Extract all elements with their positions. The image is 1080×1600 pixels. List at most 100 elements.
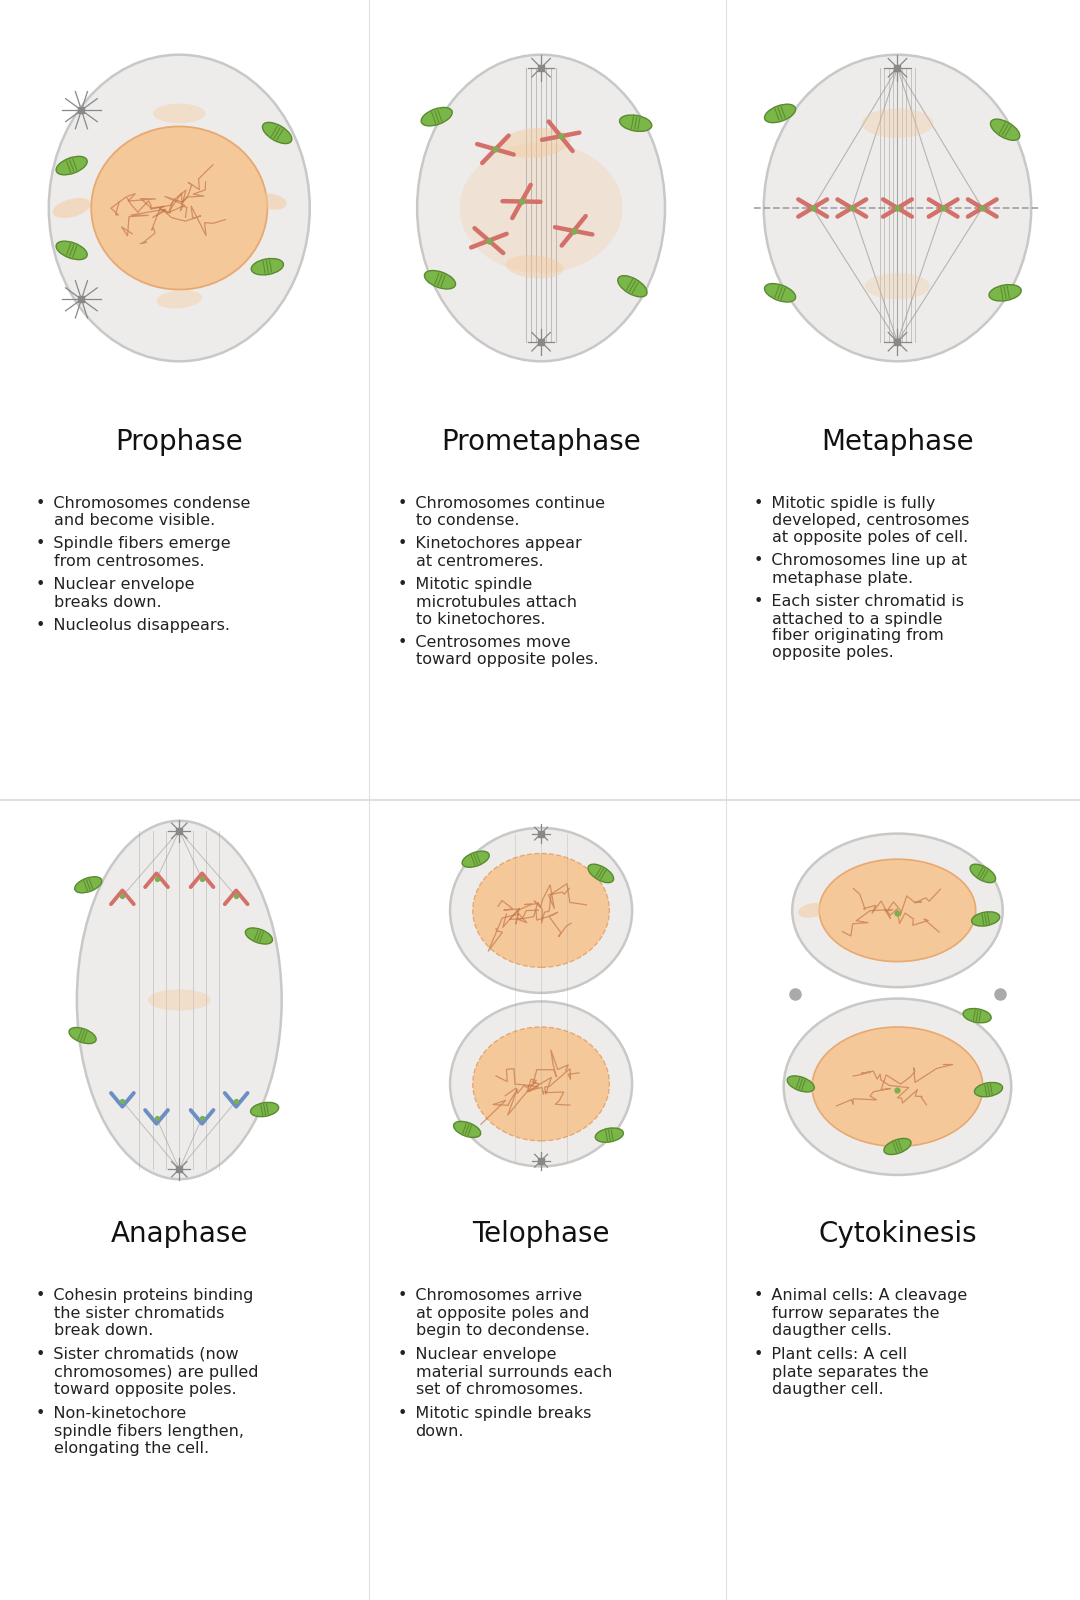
- Ellipse shape: [69, 1027, 96, 1043]
- Text: • Mitotic spindle breaks: • Mitotic spindle breaks: [397, 1406, 591, 1421]
- Text: • Sister chromatids (now: • Sister chromatids (now: [36, 1347, 239, 1362]
- Ellipse shape: [990, 118, 1020, 141]
- Text: at opposite poles of cell.: at opposite poles of cell.: [772, 530, 968, 546]
- Ellipse shape: [454, 1122, 481, 1138]
- Ellipse shape: [75, 877, 102, 893]
- Text: Metaphase: Metaphase: [821, 427, 974, 456]
- Text: • Spindle fibers emerge: • Spindle fibers emerge: [36, 536, 230, 552]
- Text: • Centrosomes move: • Centrosomes move: [397, 635, 570, 650]
- Ellipse shape: [424, 270, 456, 290]
- Ellipse shape: [989, 285, 1022, 301]
- Ellipse shape: [787, 1075, 814, 1091]
- Ellipse shape: [473, 1027, 609, 1141]
- Text: • Nuclear envelope: • Nuclear envelope: [397, 1347, 556, 1362]
- Text: Anaphase: Anaphase: [110, 1219, 248, 1248]
- Ellipse shape: [153, 104, 205, 123]
- Text: toward opposite poles.: toward opposite poles.: [54, 1382, 237, 1397]
- Text: attached to a spindle: attached to a spindle: [772, 611, 943, 627]
- Text: • Mitotic spidle is fully: • Mitotic spidle is fully: [754, 496, 935, 510]
- Ellipse shape: [450, 1002, 632, 1166]
- Ellipse shape: [462, 851, 489, 867]
- Text: • Mitotic spindle: • Mitotic spindle: [397, 578, 531, 592]
- Ellipse shape: [417, 54, 665, 362]
- Text: metaphase plate.: metaphase plate.: [772, 571, 913, 586]
- Ellipse shape: [798, 902, 826, 918]
- Ellipse shape: [963, 1008, 991, 1022]
- Text: • Chromosomes arrive: • Chromosomes arrive: [397, 1288, 582, 1302]
- Text: chromosomes) are pulled: chromosomes) are pulled: [54, 1365, 258, 1381]
- Text: the sister chromatids: the sister chromatids: [54, 1306, 224, 1322]
- Text: spindle fibers lengthen,: spindle fibers lengthen,: [54, 1424, 244, 1438]
- Ellipse shape: [148, 989, 211, 1011]
- Ellipse shape: [865, 274, 930, 299]
- Ellipse shape: [765, 283, 796, 302]
- Ellipse shape: [883, 1139, 912, 1155]
- Ellipse shape: [499, 128, 570, 158]
- Text: • Chromosomes condense: • Chromosomes condense: [36, 496, 251, 510]
- Text: to kinetochores.: to kinetochores.: [416, 611, 545, 627]
- Ellipse shape: [460, 142, 622, 274]
- Ellipse shape: [53, 198, 91, 218]
- Text: at centromeres.: at centromeres.: [416, 554, 543, 570]
- Text: microtubules attach: microtubules attach: [416, 595, 577, 610]
- Text: break down.: break down.: [54, 1323, 153, 1338]
- Ellipse shape: [970, 864, 996, 883]
- Ellipse shape: [595, 1128, 623, 1142]
- Ellipse shape: [862, 109, 933, 138]
- Text: • Nuclear envelope: • Nuclear envelope: [36, 578, 194, 592]
- Text: daugther cell.: daugther cell.: [772, 1382, 883, 1397]
- Ellipse shape: [157, 290, 202, 309]
- Ellipse shape: [262, 122, 292, 144]
- Ellipse shape: [764, 54, 1031, 362]
- Ellipse shape: [972, 912, 1000, 926]
- Text: to condense.: to condense.: [416, 514, 519, 528]
- Text: • Chromosomes continue: • Chromosomes continue: [397, 496, 605, 510]
- Text: • Nucleolus disappears.: • Nucleolus disappears.: [36, 618, 230, 634]
- Ellipse shape: [473, 853, 609, 968]
- Ellipse shape: [793, 834, 1002, 987]
- Ellipse shape: [245, 928, 272, 944]
- Text: • Plant cells: A cell: • Plant cells: A cell: [754, 1347, 907, 1362]
- Ellipse shape: [765, 104, 796, 123]
- Text: Prophase: Prophase: [116, 427, 243, 456]
- Ellipse shape: [588, 864, 613, 883]
- Ellipse shape: [784, 998, 1011, 1174]
- Text: Cytokinesis: Cytokinesis: [819, 1219, 976, 1248]
- Text: and become visible.: and become visible.: [54, 514, 215, 528]
- Text: Telophase: Telophase: [472, 1219, 610, 1248]
- Text: toward opposite poles.: toward opposite poles.: [416, 653, 598, 667]
- Ellipse shape: [56, 242, 87, 259]
- Ellipse shape: [91, 126, 268, 290]
- Text: fiber originating from: fiber originating from: [772, 629, 944, 643]
- Ellipse shape: [252, 259, 283, 275]
- Text: plate separates the: plate separates the: [772, 1365, 929, 1381]
- Ellipse shape: [974, 1083, 1002, 1096]
- Ellipse shape: [255, 194, 286, 210]
- Text: • Each sister chromatid is: • Each sister chromatid is: [754, 594, 964, 608]
- Text: • Chromosomes line up at: • Chromosomes line up at: [754, 554, 967, 568]
- Text: at opposite poles and: at opposite poles and: [416, 1306, 589, 1322]
- Text: from centrosomes.: from centrosomes.: [54, 554, 204, 570]
- Ellipse shape: [812, 1027, 983, 1147]
- Ellipse shape: [251, 1102, 279, 1117]
- Text: • Non-kinetochore: • Non-kinetochore: [36, 1406, 186, 1421]
- Ellipse shape: [505, 254, 564, 278]
- Text: elongating the cell.: elongating the cell.: [54, 1442, 208, 1456]
- Ellipse shape: [620, 115, 652, 131]
- Text: furrow separates the: furrow separates the: [772, 1306, 940, 1322]
- Ellipse shape: [49, 54, 310, 362]
- Ellipse shape: [618, 275, 647, 298]
- Text: • Kinetochores appear: • Kinetochores appear: [397, 536, 581, 552]
- Text: • Animal cells: A cleavage: • Animal cells: A cleavage: [754, 1288, 968, 1302]
- Ellipse shape: [820, 859, 975, 962]
- Ellipse shape: [77, 821, 282, 1179]
- Text: breaks down.: breaks down.: [54, 595, 161, 610]
- Text: material surrounds each: material surrounds each: [416, 1365, 612, 1381]
- Ellipse shape: [450, 827, 632, 994]
- Text: down.: down.: [416, 1424, 464, 1438]
- Text: Prometaphase: Prometaphase: [442, 427, 640, 456]
- Text: opposite poles.: opposite poles.: [772, 645, 893, 661]
- Ellipse shape: [804, 1080, 832, 1094]
- Ellipse shape: [421, 107, 453, 126]
- Text: • Cohesin proteins binding: • Cohesin proteins binding: [36, 1288, 253, 1302]
